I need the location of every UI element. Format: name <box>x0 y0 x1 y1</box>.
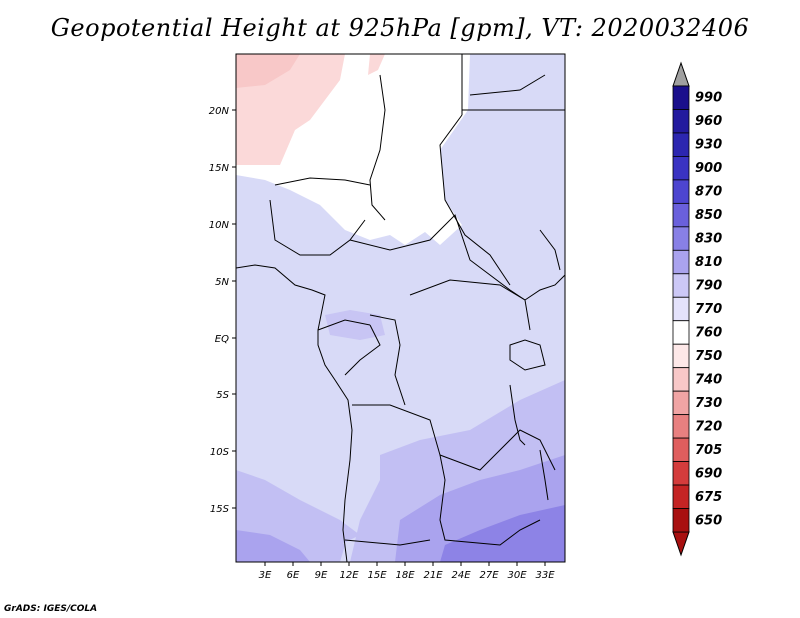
lake-malawi <box>539 449 549 501</box>
lon-label: 30E <box>507 570 527 581</box>
colorbar-swatch <box>672 484 690 509</box>
map-title: Geopotential Height at 925hPa [gpm], VT:… <box>50 14 750 42</box>
coastline-west-africa <box>236 264 353 562</box>
colorbar-label: 900 <box>695 161 722 176</box>
field-south-band-3 <box>440 505 565 562</box>
border-congo <box>344 324 381 376</box>
colorbar-label: 705 <box>695 443 722 458</box>
colorbar-label: 960 <box>695 114 722 129</box>
coastline-east <box>524 274 565 301</box>
colorbar-label: 760 <box>695 325 722 340</box>
colorbar-label: 750 <box>695 349 722 364</box>
lat-label: 10N <box>209 220 230 231</box>
colorbar-label: 770 <box>695 302 722 317</box>
colorbar-swatch <box>672 390 690 416</box>
colorbar-label: 675 <box>695 490 722 505</box>
field-highland-patch <box>325 310 385 340</box>
field-pink-region-3 <box>236 54 300 88</box>
colorbar-swatch <box>672 296 690 322</box>
lat-label: 5N <box>215 277 229 288</box>
lat-label: 20N <box>209 106 230 117</box>
height-field <box>236 54 565 562</box>
colorbar-swatch <box>672 132 690 157</box>
lon-label: 24E <box>451 570 471 581</box>
colorbar: 990 960 930 900 870 850 830 810 790 770 760 750 740 7… <box>672 61 722 557</box>
colorbar-swatch <box>672 320 690 345</box>
border-drc-west <box>369 314 406 406</box>
border-zambia <box>439 429 556 471</box>
border-angola <box>352 404 541 546</box>
lon-label: 12E <box>339 570 359 581</box>
field-pink-region-2 <box>368 54 385 75</box>
lon-label: 33E <box>535 570 555 581</box>
grads-credit: GrADS: IGES/COLA <box>4 604 98 614</box>
colorbar-swatch <box>672 85 690 110</box>
latitude-axis: 20N 15N 10N 5N EQ 5S 10S 15S <box>209 106 236 515</box>
colorbar-swatch <box>672 273 690 298</box>
border-chad-sudan <box>369 74 386 221</box>
border-nigeria <box>269 199 366 256</box>
lon-label: 27E <box>479 570 499 581</box>
colorbar-label: 720 <box>695 419 722 434</box>
border-ethiopia <box>539 229 561 271</box>
longitude-axis: 3E 6E 9E 12E 15E 18E 21E 24E 27E 30E 33E <box>259 562 555 581</box>
colorbar-label: 810 <box>695 255 722 270</box>
colorbar-swatch <box>672 437 690 462</box>
lon-label: 21E <box>423 570 443 581</box>
border-car <box>349 214 526 301</box>
colorbar-swatch <box>672 156 690 181</box>
border-drc-north <box>409 279 531 331</box>
border-niger-mali <box>274 177 371 186</box>
field-southwest-2 <box>236 530 310 562</box>
colorbar-label: 790 <box>695 279 722 294</box>
colorbar-swatch <box>672 508 690 533</box>
colorbar-swatch <box>672 367 690 392</box>
colorbar-swatch <box>672 226 690 251</box>
lon-label: 15E <box>367 570 387 581</box>
colorbar-label: 650 <box>695 513 722 528</box>
colorbar-label: 830 <box>695 232 722 247</box>
lat-label: 5S <box>216 390 229 401</box>
colorbar-swatch <box>672 249 690 275</box>
lon-label: 18E <box>395 570 415 581</box>
lat-label: EQ <box>215 334 229 345</box>
colorbar-label: 850 <box>695 208 722 223</box>
colorbar-label: 930 <box>695 138 722 153</box>
lat-label: 10S <box>210 447 230 458</box>
colorbar-bottom-arrow <box>672 531 690 557</box>
border-south <box>344 539 431 546</box>
lon-label: 3E <box>259 570 272 581</box>
colorbar-label: 870 <box>695 185 722 200</box>
colorbar-swatch <box>672 179 690 204</box>
colorbar-label: 690 <box>695 466 722 481</box>
colorbar-swatch <box>672 202 690 228</box>
colorbar-swatch <box>672 414 690 439</box>
lat-label: 15S <box>210 504 230 515</box>
colorbar-swatch <box>672 109 690 134</box>
colorbar-label: 740 <box>695 372 722 387</box>
border-sudan-south <box>439 114 511 286</box>
colorbar-swatch <box>672 461 690 486</box>
colorbar-swatch <box>672 343 690 369</box>
colorbar-top-arrow <box>672 61 690 87</box>
map-frame <box>235 53 566 563</box>
lon-label: 6E <box>287 570 300 581</box>
colorbar-label: 730 <box>695 396 722 411</box>
lake-tanganyika <box>509 384 526 446</box>
lake-victoria <box>509 339 546 371</box>
coast-red-sea <box>469 74 546 96</box>
border-cameroon-gabon <box>317 319 371 331</box>
colorbar-label: 990 <box>695 91 722 106</box>
coastlines-borders <box>236 54 565 562</box>
lat-label: 15N <box>209 163 230 174</box>
lon-label: 9E <box>315 570 328 581</box>
